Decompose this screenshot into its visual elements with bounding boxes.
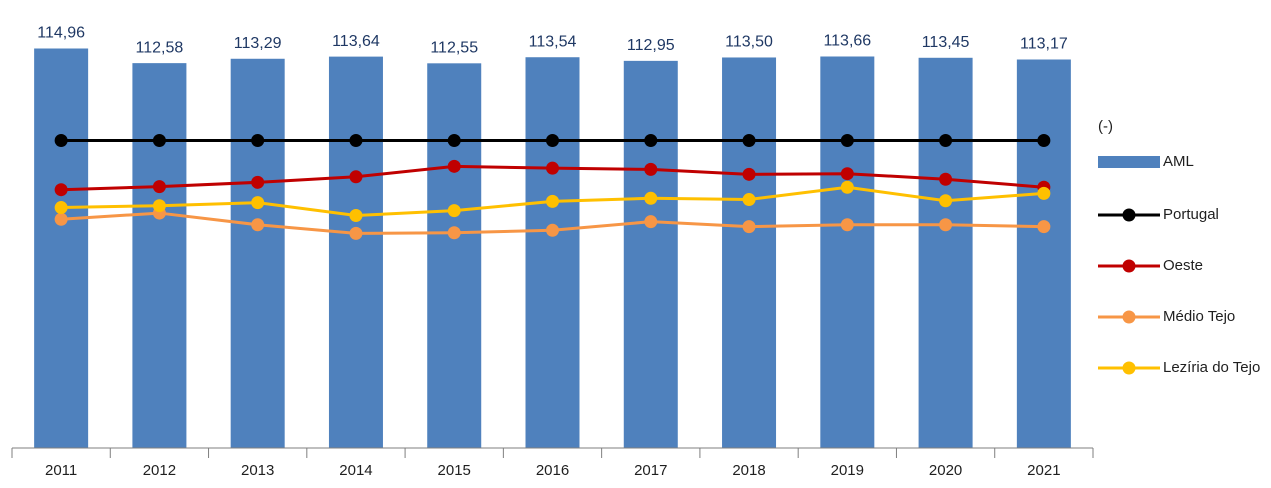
bar: [34, 48, 89, 448]
marker: [349, 209, 363, 223]
marker: [742, 167, 756, 181]
value-label: 113,64: [332, 33, 380, 50]
x-tick-label: 2017: [634, 462, 667, 479]
marker: [251, 134, 265, 147]
x-tick-label: 2018: [732, 462, 765, 479]
value-label: 113,54: [529, 33, 577, 50]
legend-marker: [1122, 208, 1136, 222]
bar: [132, 63, 187, 449]
marker: [742, 193, 756, 207]
marker: [546, 223, 559, 237]
legend-label: Oeste: [1163, 257, 1203, 274]
marker: [447, 226, 461, 240]
marker: [1037, 134, 1051, 147]
marker: [152, 199, 166, 213]
x-tick-label: 2015: [438, 462, 471, 479]
legend-label: Portugal: [1163, 206, 1219, 223]
bar: [820, 56, 875, 449]
value-label: 114,96: [37, 25, 85, 42]
x-tick-label: 2014: [339, 462, 372, 479]
marker: [152, 134, 166, 147]
marker: [447, 159, 461, 173]
x-tick-label: 2016: [536, 462, 569, 479]
bar: [525, 57, 580, 448]
marker: [251, 196, 265, 210]
value-label: 112,58: [136, 39, 184, 56]
marker: [54, 134, 68, 147]
marker: [644, 134, 658, 147]
marker: [644, 191, 658, 205]
bar: [918, 57, 973, 448]
value-label: 113,50: [725, 34, 773, 51]
marker: [447, 134, 461, 147]
marker: [840, 218, 854, 232]
bar: [1016, 59, 1071, 448]
bar: [427, 63, 482, 448]
marker: [939, 194, 953, 208]
marker: [54, 212, 68, 226]
marker: [742, 134, 756, 147]
marker: [644, 162, 658, 176]
marker: [546, 194, 559, 208]
value-label: 113,17: [1020, 36, 1068, 53]
marker: [546, 161, 559, 175]
marker: [546, 134, 559, 147]
marker: [742, 220, 756, 234]
value-label: 112,55: [430, 40, 478, 57]
marker: [447, 204, 461, 218]
legend-label: Médio Tejo: [1163, 308, 1235, 325]
marker: [1037, 186, 1051, 200]
marker: [644, 215, 658, 229]
marker: [939, 134, 953, 147]
marker: [840, 167, 854, 181]
marker: [349, 226, 363, 240]
marker: [939, 218, 953, 232]
marker: [349, 134, 363, 147]
value-label: 113,45: [922, 34, 970, 51]
bar: [722, 57, 777, 448]
value-label: 112,95: [627, 37, 675, 54]
marker: [1037, 220, 1051, 234]
legend-swatch: [1098, 156, 1160, 168]
marker: [54, 183, 68, 197]
legend-marker: [1122, 310, 1136, 324]
marker: [251, 175, 265, 189]
x-tick-label: 2012: [143, 462, 176, 479]
x-tick-label: 2019: [831, 462, 864, 479]
marker: [54, 201, 68, 215]
marker: [840, 180, 854, 194]
value-label: 113,66: [823, 33, 871, 50]
bar: [230, 58, 285, 448]
unit-label: (-): [1098, 118, 1113, 135]
x-tick-label: 2021: [1027, 462, 1060, 479]
marker: [939, 172, 953, 186]
x-tick-label: 2011: [45, 462, 77, 479]
marker: [840, 134, 854, 147]
legend-marker: [1122, 259, 1136, 273]
bar: [328, 56, 383, 448]
legend-label: Lezíria do Tejo: [1163, 359, 1260, 376]
marker: [251, 218, 265, 232]
value-label: 113,29: [234, 35, 282, 52]
marker: [349, 170, 363, 184]
legend-label: AML: [1163, 153, 1194, 170]
legend-marker: [1122, 361, 1136, 375]
x-tick-label: 2020: [929, 462, 962, 479]
x-tick-label: 2013: [241, 462, 274, 479]
bar: [623, 60, 678, 449]
marker: [152, 180, 166, 194]
